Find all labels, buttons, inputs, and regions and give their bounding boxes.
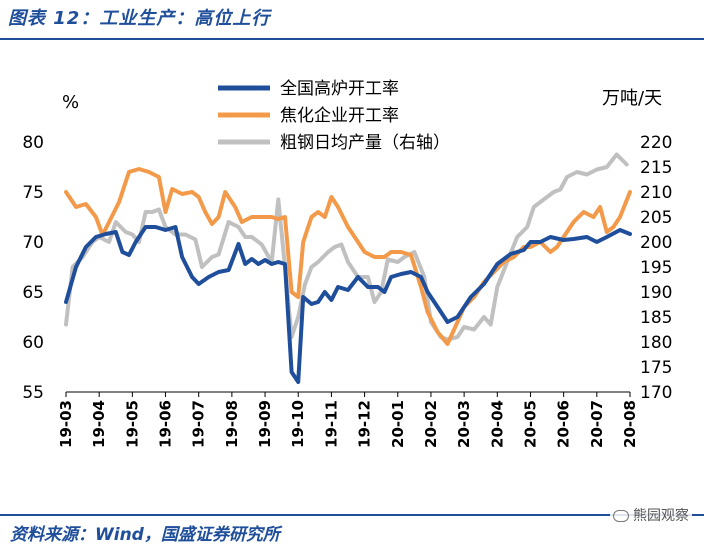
x-tick-label: 19-05 xyxy=(123,400,141,448)
x-tick-label: 20-08 xyxy=(621,400,639,448)
x-tick-label: 20-01 xyxy=(389,400,407,448)
x-tick-label: 19-03 xyxy=(57,400,75,448)
x-tick-label: 20-05 xyxy=(521,400,539,448)
x-tick-label: 20-04 xyxy=(488,400,506,448)
legend-label-1: 全国高炉开工率 xyxy=(280,79,399,99)
right-tick-label: 185 xyxy=(640,308,672,328)
series-line-1 xyxy=(64,225,632,384)
left-tick-label: 75 xyxy=(22,183,44,203)
legend-label-3: 粗钢日均产量（右轴） xyxy=(280,133,450,153)
chart: 55 60 65 70 75 80 170 175 180 185 190 195 200 205 210… xyxy=(22,79,672,448)
right-tick-label: 170 xyxy=(640,383,672,403)
wechat-icon xyxy=(613,510,629,522)
x-tick-label: 20-06 xyxy=(555,400,573,448)
left-axis-ticks: 55 60 65 70 75 80 xyxy=(22,133,44,403)
left-axis-unit: % xyxy=(62,92,79,113)
footer-divider xyxy=(0,514,704,516)
left-tick-label: 70 xyxy=(22,233,44,253)
legend-label-2: 焦化企业开工率 xyxy=(280,106,399,126)
x-tick-label: 19-04 xyxy=(90,400,108,448)
right-axis-unit: 万吨/天 xyxy=(602,88,662,109)
right-tick-label: 220 xyxy=(640,133,672,153)
watermark-text: 熊园观察 xyxy=(633,508,689,524)
x-tick-label: 20-03 xyxy=(455,400,473,448)
left-tick-label: 55 xyxy=(22,383,44,403)
right-tick-label: 210 xyxy=(640,183,672,203)
x-tick-label: 19-06 xyxy=(157,400,175,448)
right-tick-label: 175 xyxy=(640,358,672,378)
left-tick-label: 60 xyxy=(22,333,44,353)
x-tick-label: 19-12 xyxy=(356,400,374,448)
right-tick-label: 195 xyxy=(640,258,672,278)
x-tick-label: 20-02 xyxy=(422,400,440,448)
x-tick-label: 19-11 xyxy=(322,400,340,448)
x-tick-label: 19-08 xyxy=(223,400,241,448)
right-tick-label: 215 xyxy=(640,158,672,178)
right-tick-label: 205 xyxy=(640,208,672,228)
series-layer xyxy=(64,152,632,384)
title-divider xyxy=(0,38,704,40)
right-tick-label: 190 xyxy=(640,283,672,303)
x-tick-label: 19-09 xyxy=(256,400,274,448)
right-tick-label: 200 xyxy=(640,233,672,253)
left-tick-label: 80 xyxy=(22,133,44,153)
right-tick-label: 180 xyxy=(640,333,672,353)
watermark: 熊园观察 xyxy=(610,504,692,526)
x-tick-label: 19-07 xyxy=(190,400,208,448)
x-tick-label: 19-10 xyxy=(289,400,307,448)
right-axis-ticks: 170 175 180 185 190 195 200 205 210 215 220 xyxy=(640,133,672,403)
series-line-3 xyxy=(64,152,629,342)
left-tick-label: 65 xyxy=(22,283,44,303)
x-tick-label: 20-07 xyxy=(588,400,606,448)
source-note: 资料来源：Wind，国盛证券研究所 xyxy=(10,525,280,545)
chart-title: 图表 12：工业生产：高位上行 xyxy=(8,8,271,29)
x-axis-ticks: 19-03 19-04 19-05 19-06 19-07 19-08 19-09 19-10… xyxy=(57,392,639,448)
